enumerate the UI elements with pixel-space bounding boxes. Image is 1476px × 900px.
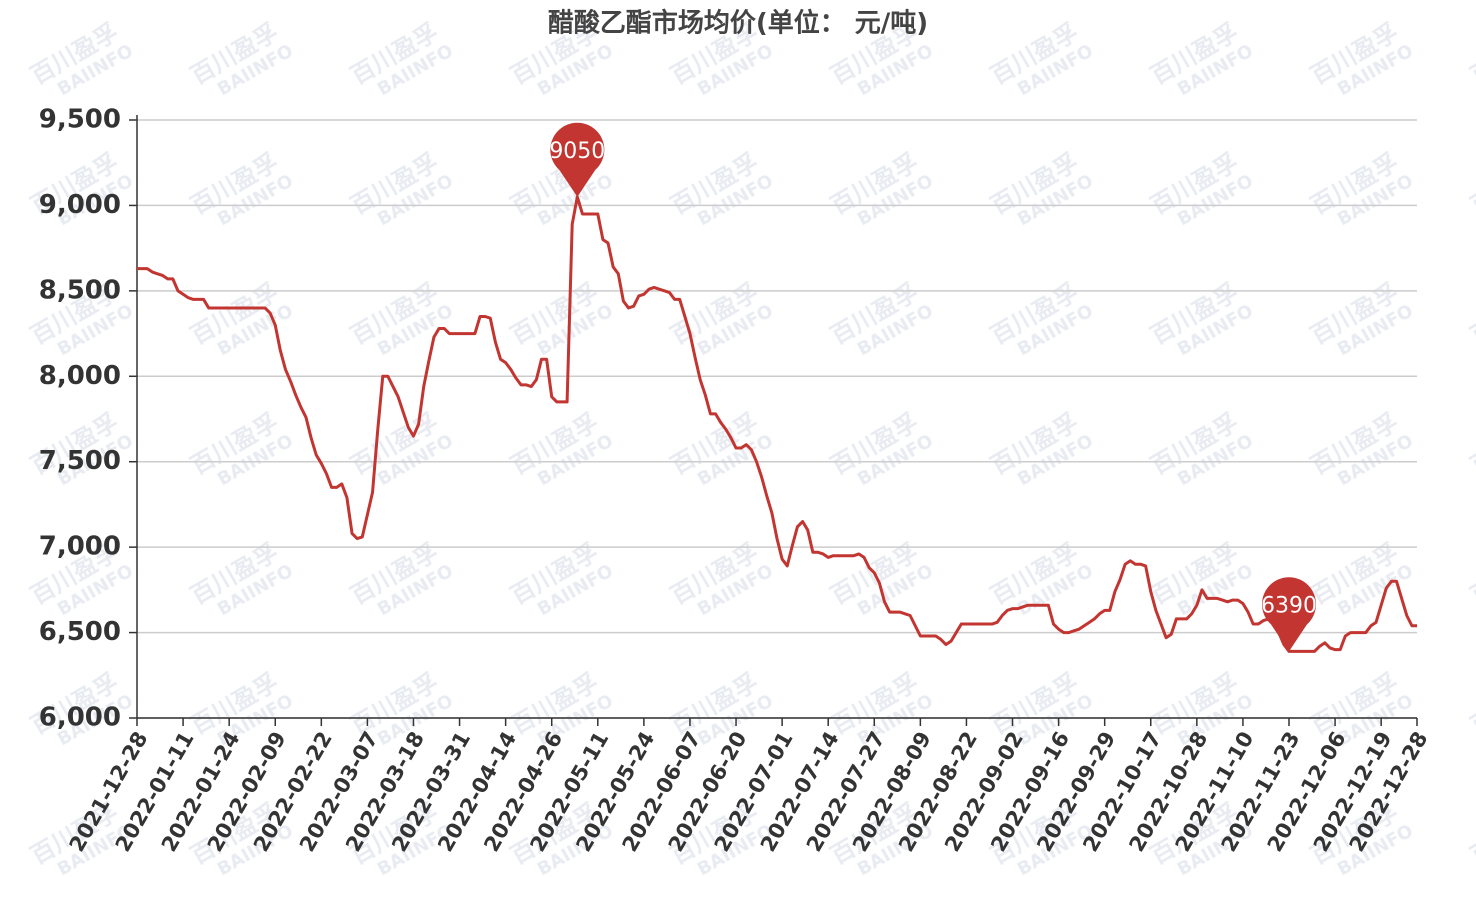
watermark-text: 百川盈孚 [1466, 408, 1476, 480]
y-tick-label: 6,000 [39, 703, 121, 733]
grid: 6,000 6,500 7,000 7,500 8,000 8,500 9,000 9,500… [39, 105, 1433, 856]
y-tick-label: 7,500 [39, 446, 121, 476]
line [137, 195, 1417, 653]
y-tick-label: 6,500 [39, 617, 121, 647]
y-tick-label: 9,000 [39, 190, 121, 220]
watermark-text: 百川盈孚 [1466, 798, 1476, 870]
watermark-text: 百川盈孚 [1466, 18, 1476, 90]
chart-title: 醋酸乙酯市场均价(单位： 元/吨) [548, 8, 928, 39]
watermark-text: 百川盈孚 [1466, 278, 1476, 350]
pin-label: 6390 [1261, 593, 1317, 618]
y-tick-label: 7,000 [39, 532, 121, 562]
pin [1262, 577, 1317, 652]
y-tick-label: 8,500 [39, 275, 121, 305]
pin-label: 9050 [549, 139, 605, 164]
pin [550, 122, 605, 197]
y-tick-label: 9,500 [39, 105, 121, 135]
plot: 9050 6390 [137, 122, 1417, 653]
watermark-text: 百川盈孚 [1466, 148, 1476, 220]
watermark-text: 百川盈孚 [1466, 538, 1476, 610]
watermark-text: 百川盈孚 [1466, 668, 1476, 740]
y-tick-label: 8,000 [39, 361, 121, 391]
